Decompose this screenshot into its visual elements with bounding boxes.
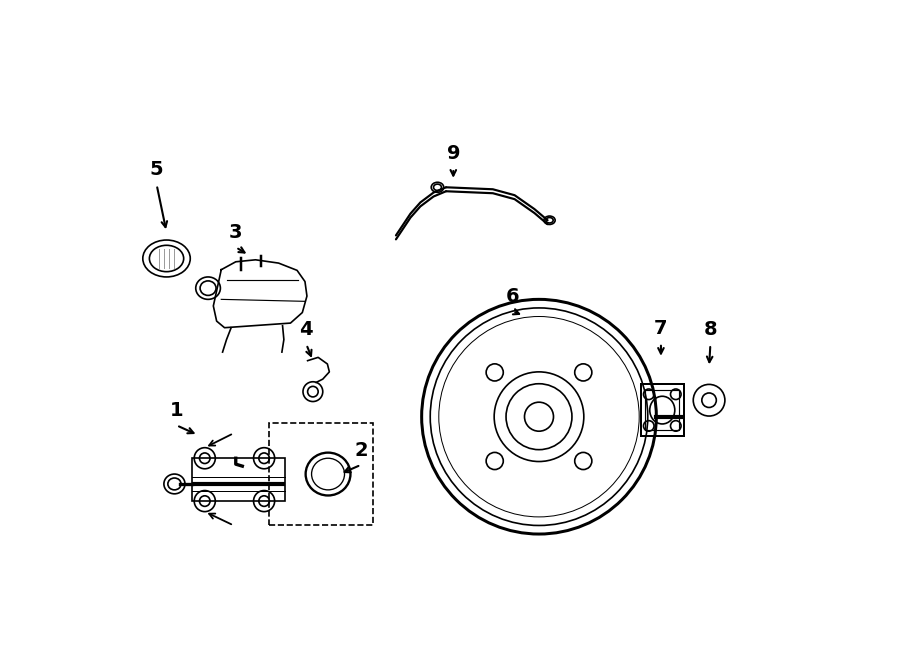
Bar	[641, 385, 684, 436]
Text: 1: 1	[169, 401, 184, 420]
Text: 3: 3	[229, 223, 242, 242]
Text: 8: 8	[704, 320, 717, 339]
Text: 4: 4	[300, 320, 313, 339]
Text: 9: 9	[446, 144, 460, 163]
Bar	[192, 458, 285, 501]
Text: 7: 7	[654, 318, 668, 338]
Text: 6: 6	[506, 287, 519, 306]
Bar	[645, 391, 680, 430]
Bar	[269, 423, 373, 526]
Text: 5: 5	[149, 160, 164, 179]
Text: 2: 2	[355, 440, 368, 459]
